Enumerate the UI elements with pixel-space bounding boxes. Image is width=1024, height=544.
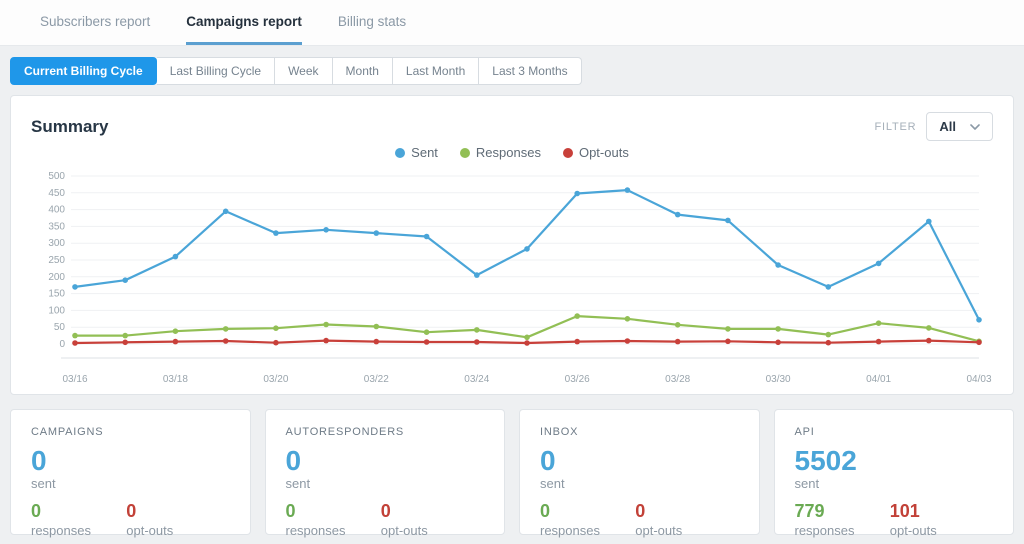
stat-card-api: API 5502 sent 779 responses 101 opt-outs bbox=[773, 409, 1014, 539]
responses-label: responses bbox=[285, 523, 346, 539]
svg-text:50: 50 bbox=[54, 322, 66, 333]
tab-subscribers-report[interactable]: Subscribers report bbox=[40, 14, 151, 29]
svg-text:03/22: 03/22 bbox=[364, 374, 389, 385]
svg-text:03/18: 03/18 bbox=[163, 374, 188, 385]
opt-outs-count: 0 bbox=[126, 501, 137, 522]
sent-count: 5502 bbox=[794, 445, 857, 476]
line-chart: 0 50 100 150 200 250 300 350 400 450 500 03/16 03/18… bbox=[31, 164, 993, 390]
range-last-billing-cycle[interactable]: Last Billing Cycle bbox=[156, 57, 276, 85]
opt-outs-label: opt-outs bbox=[635, 523, 683, 539]
svg-text:03/24: 03/24 bbox=[464, 374, 489, 385]
range-month[interactable]: Month bbox=[332, 57, 393, 85]
stat-card-title: API bbox=[794, 426, 815, 438]
summary-title: Summary bbox=[31, 116, 109, 136]
opt-outs-count: 101 bbox=[889, 501, 920, 522]
range-current-billing-cycle[interactable]: Current Billing Cycle bbox=[10, 57, 157, 85]
legend-item-opt-outs: Opt-outs bbox=[562, 145, 629, 160]
chevron-down-icon bbox=[970, 123, 980, 130]
stat-card-title: CAMPAIGNS bbox=[31, 426, 104, 438]
report-tabs-bar: Subscribers report Campaigns report Bill… bbox=[0, 0, 1024, 46]
responses-label: responses bbox=[540, 523, 600, 539]
responses-count: 0 bbox=[31, 501, 42, 522]
sent-series-dot-icon bbox=[395, 147, 406, 158]
stat-card-title: INBOX bbox=[540, 426, 579, 438]
svg-text:03/28: 03/28 bbox=[665, 374, 690, 385]
legend-label-sent: Sent bbox=[411, 145, 438, 160]
svg-text:350: 350 bbox=[48, 221, 65, 232]
stats-row: CAMPAIGNS 0 sent 0 responses 0 opt-outs … bbox=[10, 409, 1014, 539]
svg-text:500: 500 bbox=[48, 171, 65, 182]
filter-selected-value: All bbox=[939, 119, 956, 134]
responses-label: responses bbox=[31, 523, 91, 539]
svg-text:300: 300 bbox=[48, 238, 65, 249]
responses-count: 0 bbox=[285, 501, 296, 522]
svg-text:04/01: 04/01 bbox=[866, 374, 891, 385]
range-last-3-months[interactable]: Last 3 Months bbox=[479, 57, 582, 85]
responses-series-dot-icon bbox=[459, 147, 470, 158]
svg-text:250: 250 bbox=[48, 255, 65, 266]
range-last-month[interactable]: Last Month bbox=[392, 57, 480, 85]
responses-count: 0 bbox=[540, 501, 551, 522]
svg-text:03/20: 03/20 bbox=[263, 374, 288, 385]
responses-count: 779 bbox=[794, 501, 825, 522]
stat-card-title: AUTORESPONDERS bbox=[285, 426, 405, 438]
sent-label: sent bbox=[31, 476, 56, 492]
sent-count: 0 bbox=[31, 445, 47, 476]
responses-label: responses bbox=[794, 523, 855, 539]
sent-count: 0 bbox=[285, 445, 302, 476]
svg-text:03/16: 03/16 bbox=[62, 374, 87, 385]
svg-text:0: 0 bbox=[59, 339, 65, 350]
svg-text:03/26: 03/26 bbox=[565, 374, 590, 385]
svg-text:200: 200 bbox=[48, 272, 65, 283]
svg-text:400: 400 bbox=[48, 205, 65, 216]
line-chart-svg: 0 50 100 150 200 250 300 350 400 450 500 03/16 03/18… bbox=[48, 171, 992, 385]
legend-label-responses: Responses bbox=[475, 145, 541, 160]
legend-label-opt-outs: Opt-outs bbox=[578, 145, 629, 160]
stat-card-campaigns: CAMPAIGNS 0 sent 0 responses 0 opt-outs bbox=[10, 409, 251, 539]
sent-count: 0 bbox=[540, 445, 556, 476]
range-week[interactable]: Week bbox=[275, 57, 333, 85]
opt-outs-count: 0 bbox=[635, 501, 646, 522]
opt-outs-label: opt-outs bbox=[126, 523, 174, 539]
tab-campaigns-report[interactable]: Campaigns report bbox=[186, 14, 302, 45]
sent-label: sent bbox=[794, 476, 820, 492]
filter-label: FILTER bbox=[874, 120, 917, 133]
opt-outs-label: opt-outs bbox=[380, 523, 428, 539]
svg-text:04/03: 04/03 bbox=[966, 374, 991, 385]
svg-text:03/30: 03/30 bbox=[766, 374, 791, 385]
sent-label: sent bbox=[540, 476, 565, 492]
legend-item-sent: Sent bbox=[395, 145, 438, 160]
stat-card-autoresponders: AUTORESPONDERS 0 sent 0 responses 0 opt-… bbox=[264, 409, 505, 539]
opt-outs-series-dot-icon bbox=[562, 147, 573, 158]
svg-text:100: 100 bbox=[48, 305, 65, 316]
tab-billing-stats[interactable]: Billing stats bbox=[337, 14, 407, 29]
opt-outs-label: opt-outs bbox=[889, 523, 937, 539]
svg-text:450: 450 bbox=[48, 188, 65, 199]
legend-item-responses: Responses bbox=[459, 145, 541, 160]
stat-card-inbox: INBOX 0 sent 0 responses 0 opt-outs bbox=[519, 409, 760, 539]
filter-dropdown[interactable]: All bbox=[926, 112, 993, 141]
summary-card: Summary FILTER All Sent Responses Opt-ou… bbox=[10, 95, 1014, 395]
svg-text:150: 150 bbox=[48, 289, 65, 300]
opt-outs-count: 0 bbox=[380, 501, 391, 522]
date-range-button-group: Current Billing Cycle Last Billing Cycle… bbox=[10, 57, 1014, 85]
sent-label: sent bbox=[285, 476, 311, 492]
chart-legend: Sent Responses Opt-outs bbox=[31, 145, 993, 160]
